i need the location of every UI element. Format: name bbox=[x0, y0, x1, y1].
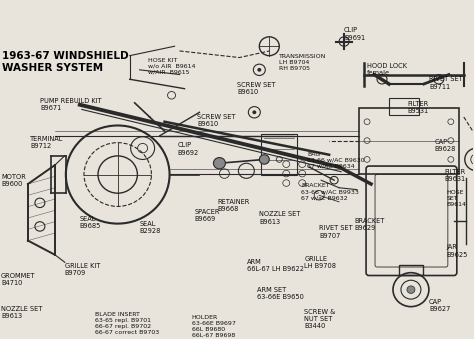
Circle shape bbox=[257, 68, 261, 72]
Text: CAP
B9628: CAP B9628 bbox=[435, 139, 456, 152]
Text: BAG
63-66 w/AC B9630
67 w/AC B9634: BAG 63-66 w/AC B9630 67 w/AC B9634 bbox=[307, 152, 365, 169]
Text: TRANSMISSION
LH B9704
RH B9705: TRANSMISSION LH B9704 RH B9705 bbox=[279, 54, 327, 71]
Text: CLIP
B9691: CLIP B9691 bbox=[344, 27, 365, 41]
Text: BRACKET
63-66 w/AC B9933
67 w/ac B9632: BRACKET 63-66 w/AC B9933 67 w/ac B9632 bbox=[301, 183, 359, 200]
Text: SCREW &
NUT SET
B3440: SCREW & NUT SET B3440 bbox=[304, 308, 336, 329]
Text: HOOD LOCK
female: HOOD LOCK female bbox=[367, 63, 407, 77]
Text: RIVET SET
B9711: RIVET SET B9711 bbox=[429, 76, 463, 90]
Text: FILTER
B9631: FILTER B9631 bbox=[445, 169, 466, 182]
Text: HOLDER
63-66E B9697
66L B9680
66L-67 B9698: HOLDER 63-66E B9697 66L B9680 66L-67 B96… bbox=[191, 315, 236, 338]
Text: TERMINAL
B9712: TERMINAL B9712 bbox=[30, 136, 64, 149]
Text: JAR
B9625: JAR B9625 bbox=[447, 244, 468, 258]
Bar bbox=[359, 107, 459, 174]
Bar bbox=[389, 98, 419, 115]
Text: NOZZLE SET
B9613: NOZZLE SET B9613 bbox=[1, 306, 42, 319]
Circle shape bbox=[213, 158, 226, 169]
Text: BRACKET
B9629: BRACKET B9629 bbox=[354, 218, 384, 231]
Text: FILTER
B9531: FILTER B9531 bbox=[407, 101, 428, 114]
Text: BLADE INSERT
63-65 repl. B9701
66-67 repl. B9702
66-67 correct B9703: BLADE INSERT 63-65 repl. B9701 66-67 rep… bbox=[95, 312, 159, 335]
Text: SEAL
B9685: SEAL B9685 bbox=[80, 216, 101, 229]
Bar bbox=[261, 134, 297, 176]
Text: SCREW SET
B9610: SCREW SET B9610 bbox=[237, 82, 276, 95]
Text: 1963-67 WINDSHIELD
WASHER SYSTEM: 1963-67 WINDSHIELD WASHER SYSTEM bbox=[2, 51, 128, 73]
Text: GROMMET
B4710: GROMMET B4710 bbox=[1, 273, 36, 286]
Text: ARM
66L-67 LH B9622: ARM 66L-67 LH B9622 bbox=[247, 259, 304, 272]
Text: MOTOR
B9600: MOTOR B9600 bbox=[1, 174, 26, 187]
Text: RIVET SET
B9707: RIVET SET B9707 bbox=[319, 225, 353, 239]
Text: CAP
B9627: CAP B9627 bbox=[429, 299, 450, 312]
Circle shape bbox=[259, 155, 269, 164]
Text: NOZZLE SET
B9613: NOZZLE SET B9613 bbox=[259, 211, 301, 225]
Bar bbox=[399, 265, 423, 275]
Text: RETAINER
B9668: RETAINER B9668 bbox=[218, 199, 250, 212]
Text: SPACER
B9669: SPACER B9669 bbox=[194, 208, 220, 222]
Text: SCREW SET
B9610: SCREW SET B9610 bbox=[198, 114, 236, 127]
Text: GRILLE
LH B9708: GRILLE LH B9708 bbox=[304, 256, 336, 269]
Text: GRILLE KIT
B9709: GRILLE KIT B9709 bbox=[65, 263, 100, 277]
Text: ARM SET
63-66E B9650: ARM SET 63-66E B9650 bbox=[257, 287, 304, 300]
Text: HOSE
SET
B9614: HOSE SET B9614 bbox=[447, 190, 467, 207]
Circle shape bbox=[407, 286, 415, 294]
Circle shape bbox=[252, 111, 256, 114]
Text: SEAL
B2928: SEAL B2928 bbox=[140, 221, 161, 234]
Text: HOSE KIT
w/o AIR  B9614
w/AIR  B9615: HOSE KIT w/o AIR B9614 w/AIR B9615 bbox=[147, 58, 195, 75]
Text: CLIP
B9692: CLIP B9692 bbox=[178, 142, 199, 156]
Text: PUMP REBUILD KIT
B9671: PUMP REBUILD KIT B9671 bbox=[40, 98, 101, 112]
